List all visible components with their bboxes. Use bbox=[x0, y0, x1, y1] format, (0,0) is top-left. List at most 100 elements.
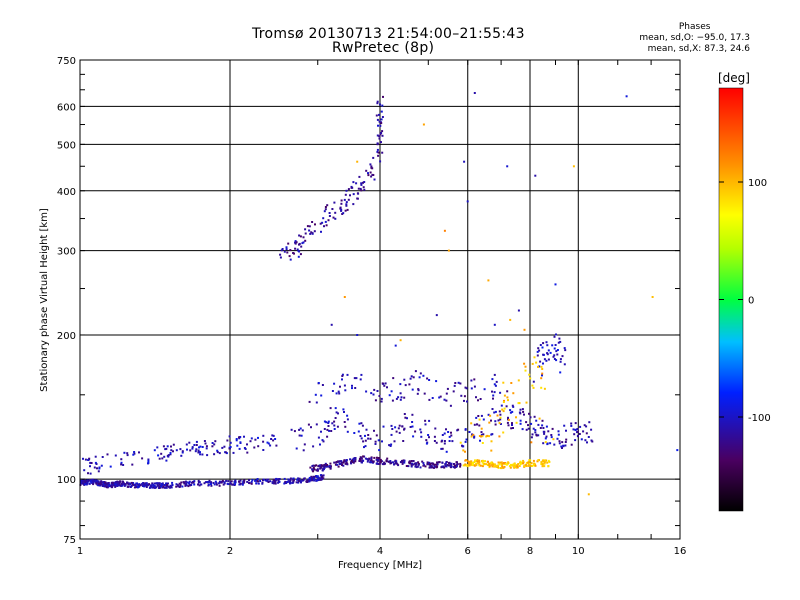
data-point bbox=[157, 484, 159, 487]
data-point bbox=[341, 373, 344, 376]
data-point bbox=[556, 349, 559, 351]
data-point bbox=[369, 437, 372, 440]
data-point bbox=[337, 465, 340, 468]
data-point bbox=[340, 208, 343, 211]
data-point bbox=[386, 386, 388, 389]
data-point bbox=[378, 463, 381, 465]
data-point bbox=[303, 477, 306, 480]
data-point bbox=[572, 428, 575, 431]
data-point bbox=[267, 442, 270, 445]
data-point bbox=[507, 461, 510, 464]
data-point bbox=[257, 436, 259, 439]
data-point bbox=[175, 485, 178, 488]
data-point bbox=[527, 461, 530, 464]
data-point bbox=[439, 395, 442, 398]
data-point bbox=[546, 442, 549, 445]
data-point bbox=[381, 130, 384, 133]
data-point bbox=[221, 479, 224, 482]
data-point bbox=[315, 464, 318, 467]
data-point bbox=[333, 461, 336, 464]
data-point bbox=[152, 486, 155, 489]
data-point bbox=[422, 374, 425, 377]
data-point bbox=[423, 464, 425, 467]
data-point bbox=[227, 480, 230, 483]
data-point bbox=[544, 441, 547, 444]
data-point bbox=[541, 374, 543, 377]
data-point bbox=[493, 465, 496, 468]
data-point bbox=[415, 466, 418, 469]
data-point bbox=[493, 391, 496, 394]
data-point bbox=[521, 428, 524, 431]
data-point bbox=[433, 440, 436, 442]
data-point bbox=[351, 387, 353, 390]
data-point bbox=[301, 479, 304, 482]
data-point bbox=[320, 230, 322, 233]
data-point bbox=[322, 465, 325, 468]
data-point bbox=[464, 463, 467, 466]
data-point bbox=[492, 394, 495, 397]
data-point bbox=[197, 479, 200, 482]
data-point bbox=[111, 483, 114, 486]
data-point bbox=[542, 362, 544, 365]
data-point bbox=[238, 447, 241, 450]
data-point bbox=[360, 437, 363, 440]
data-point bbox=[402, 440, 405, 442]
data-point bbox=[374, 440, 377, 443]
data-point bbox=[118, 484, 120, 487]
data-point bbox=[383, 384, 386, 387]
data-point bbox=[502, 381, 505, 384]
data-point bbox=[503, 394, 506, 397]
data-point bbox=[403, 413, 406, 415]
axis-ticks: 1 2 4 6 8 10 16 75 100 200 300 400 500 600 750 bbox=[57, 56, 686, 557]
data-point bbox=[417, 461, 420, 464]
data-point bbox=[197, 449, 200, 452]
data-point bbox=[491, 390, 493, 393]
data-point bbox=[465, 387, 468, 390]
data-point bbox=[134, 484, 137, 487]
data-point bbox=[229, 446, 232, 448]
data-point bbox=[470, 435, 473, 438]
data-point bbox=[475, 396, 477, 399]
data-point bbox=[335, 411, 338, 414]
data-point bbox=[323, 466, 326, 469]
data-point bbox=[416, 465, 419, 468]
data-point bbox=[194, 450, 197, 453]
data-point bbox=[293, 430, 296, 433]
data-point bbox=[191, 447, 194, 450]
data-point bbox=[488, 435, 490, 438]
data-point bbox=[181, 450, 184, 453]
data-point bbox=[289, 482, 291, 485]
data-point bbox=[136, 485, 139, 488]
data-point bbox=[448, 462, 450, 464]
data-point bbox=[98, 466, 101, 469]
data-point bbox=[448, 435, 451, 438]
data-point bbox=[392, 377, 395, 380]
data-point bbox=[126, 452, 129, 455]
data-point bbox=[238, 480, 241, 483]
data-point bbox=[82, 482, 85, 485]
data-point bbox=[188, 482, 191, 485]
data-point bbox=[532, 380, 535, 383]
data-point bbox=[161, 484, 164, 487]
data-point bbox=[518, 411, 521, 414]
data-point bbox=[414, 430, 417, 433]
colorbar-tick-label: 0 bbox=[748, 296, 754, 307]
data-point bbox=[494, 423, 497, 426]
data-point bbox=[445, 465, 448, 468]
data-point bbox=[126, 481, 128, 484]
data-point bbox=[115, 482, 118, 485]
data-point bbox=[482, 463, 485, 466]
data-point bbox=[540, 463, 543, 465]
data-point bbox=[504, 462, 507, 465]
data-point bbox=[298, 434, 301, 437]
data-point bbox=[433, 466, 435, 469]
data-point bbox=[481, 465, 484, 468]
data-point bbox=[377, 151, 380, 154]
data-point bbox=[351, 384, 353, 387]
data-point bbox=[466, 465, 469, 468]
data-point bbox=[590, 439, 593, 442]
data-point bbox=[316, 475, 319, 478]
data-point bbox=[410, 375, 413, 378]
data-point bbox=[445, 461, 448, 464]
data-point bbox=[377, 463, 380, 465]
